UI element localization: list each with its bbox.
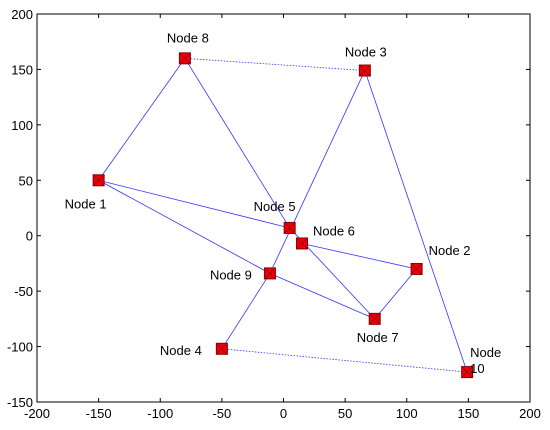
node-label-3: Node 3 [345, 45, 387, 60]
x-tick-label-3: -50 [212, 406, 231, 421]
y-tick-label-1: -100 [7, 340, 33, 355]
x-tick-label-5: 50 [338, 406, 352, 421]
ticks-layer: -200 -150 -100 -50 0 50 100 150 200-150-100-5005… [7, 7, 541, 421]
x-tick-label-7: 150 [458, 406, 480, 421]
nodes-layer [92, 52, 474, 379]
node-marker-9 [263, 267, 276, 280]
x-tick-label-2: -100 [147, 406, 173, 421]
node-label-8: Node 8 [167, 30, 209, 45]
node-marker-6 [295, 237, 308, 250]
edge-6-2 [301, 243, 417, 270]
node-marker-2 [410, 262, 423, 275]
x-tick-label-4: 0 [280, 406, 287, 421]
edge-8-5 [184, 58, 291, 229]
x-tick-label-8: 200 [519, 406, 541, 421]
y-tick-label-0: -150 [7, 395, 33, 410]
y-tick-label-5: 100 [11, 118, 33, 133]
node-label-4: Node 4 [160, 343, 202, 358]
y-tick-label-4: 50 [19, 173, 33, 188]
node-label-9: Node 9 [210, 267, 252, 282]
y-tick-label-6: 150 [11, 62, 33, 77]
node-marker-10 [461, 366, 474, 379]
node-marker-3 [358, 64, 371, 77]
edge-3-10 [364, 70, 468, 373]
node-marker-4 [215, 342, 228, 355]
node-label-5: Node 5 [254, 199, 296, 214]
node-label-10: Node 10 [470, 345, 501, 376]
y-tick-label-3: 0 [26, 229, 33, 244]
x-tick-label-1: -150 [86, 406, 112, 421]
y-tick-label-2: -50 [14, 284, 33, 299]
y-tick-label-7: 200 [11, 7, 33, 22]
node-marker-5 [283, 221, 296, 234]
node-labels-layer: Node 1 Node 2 Node 3 Node 4 Node 5 Node 6 Node… [65, 30, 502, 376]
edge-8-3 [184, 57, 365, 71]
node-label-7: Node 7 [357, 330, 399, 345]
edges-layer [98, 57, 468, 373]
edge-3-9 [269, 70, 366, 274]
edge-7-2 [374, 268, 417, 320]
x-tick-label-0: -200 [24, 406, 50, 421]
edge-4-10 [221, 348, 468, 373]
edge-9-7 [269, 273, 375, 320]
node-label-2: Node 2 [429, 243, 471, 258]
node-marker-1 [92, 174, 105, 187]
edge-8-1 [98, 58, 186, 181]
node-marker-7 [368, 312, 381, 325]
edge-1-9 [98, 179, 271, 274]
edge-9-4 [221, 273, 271, 350]
node-label-6: Node 6 [313, 223, 355, 238]
edge-1-5 [98, 179, 290, 229]
node-marker-8 [178, 52, 191, 65]
x-tick-label-6: 100 [396, 406, 418, 421]
node-label-1: Node 1 [65, 196, 107, 211]
